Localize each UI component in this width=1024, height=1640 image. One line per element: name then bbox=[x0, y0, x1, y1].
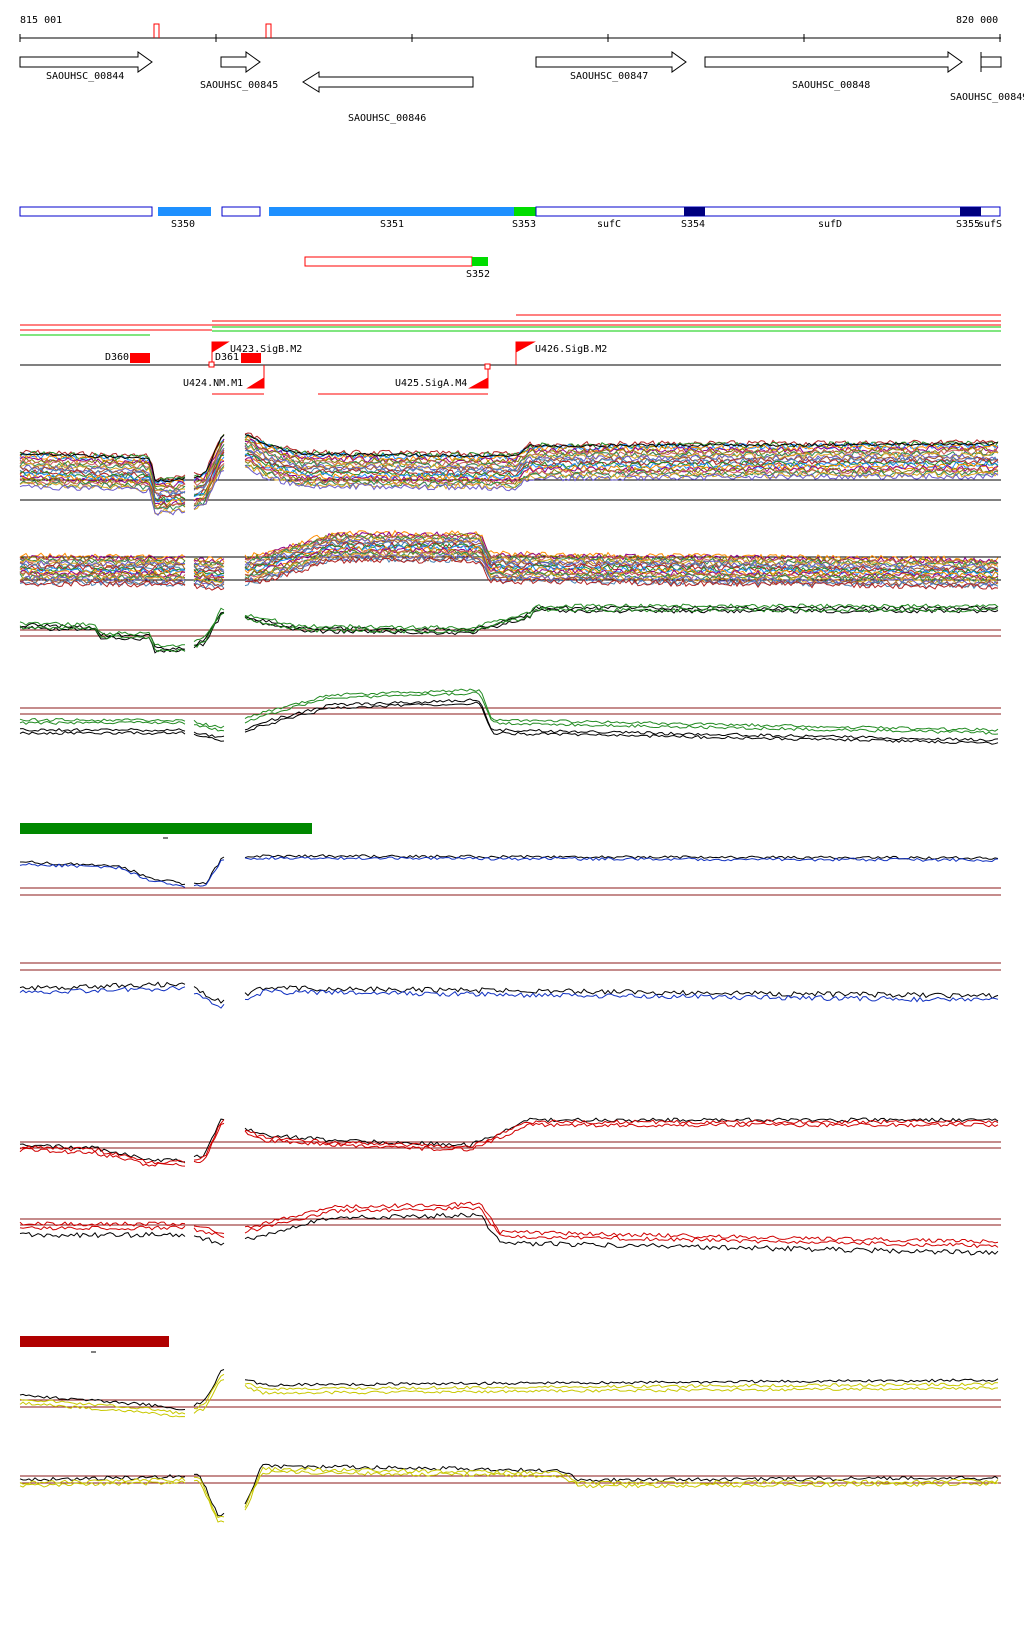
expression-trace bbox=[19, 557, 999, 591]
gene-arrow-00845[interactable] bbox=[220, 51, 261, 73]
feature-label-U426: U426.SigB.M2 bbox=[535, 344, 607, 355]
expression-trace-green bbox=[19, 607, 999, 653]
ruler-start-label: 815 001 bbox=[20, 15, 62, 26]
expression-trace-yellow bbox=[19, 1469, 999, 1523]
gene-track: SAOUHSC_00844 SAOUHSC_00845 SAOUHSC_0084… bbox=[19, 51, 1024, 124]
ruler-marker bbox=[265, 23, 272, 38]
expression-trace-red bbox=[19, 1206, 999, 1249]
gene-arrow-00846[interactable] bbox=[302, 71, 474, 93]
segment-S352[interactable] bbox=[472, 257, 488, 266]
feature-track: D360 D361 U423.SigB.M2 U424.NM.M1 U425.S… bbox=[20, 314, 1001, 395]
promoter-U424[interactable] bbox=[246, 365, 265, 389]
segment-S353[interactable] bbox=[514, 207, 536, 216]
condition-bar-green bbox=[20, 823, 312, 834]
expression-trace-yellow bbox=[19, 1373, 999, 1415]
feature-D360[interactable] bbox=[130, 353, 150, 363]
promoter-U425-marker bbox=[484, 363, 491, 370]
coordinate-ruler: 815 001 820 000 bbox=[19, 15, 1001, 42]
segment-label-S350: S350 bbox=[171, 219, 195, 230]
expression-trace bbox=[19, 434, 999, 483]
segment-S354[interactable] bbox=[684, 207, 705, 216]
segment-label-S351: S351 bbox=[380, 219, 404, 230]
gene-arrow-00849[interactable] bbox=[980, 56, 1002, 68]
expression-trace-red bbox=[19, 1122, 999, 1167]
ruler-marker bbox=[153, 23, 160, 38]
segment-label-sufC: sufC bbox=[597, 219, 621, 230]
expression-trace-black bbox=[19, 698, 999, 742]
condition-bar-red bbox=[20, 1336, 169, 1347]
segment-label-sufD: sufD bbox=[818, 219, 842, 230]
expression-trace-red bbox=[19, 1201, 999, 1244]
expression-trace-black bbox=[19, 701, 999, 745]
segment-label-S352: S352 bbox=[466, 269, 490, 280]
feature-label-D361: D361 bbox=[215, 352, 239, 363]
segment-box[interactable] bbox=[221, 206, 261, 217]
gene-label-00848: SAOUHSC_00848 bbox=[792, 80, 870, 91]
expression-trace-yellow bbox=[19, 1466, 999, 1519]
expression-trace-black bbox=[19, 1212, 999, 1256]
expression-trace-black bbox=[20, 854, 999, 886]
gene-label-00847: SAOUHSC_00847 bbox=[570, 71, 648, 82]
expression-trace bbox=[19, 531, 999, 566]
expression-trace-blue bbox=[19, 855, 999, 888]
segment-S350[interactable] bbox=[158, 207, 211, 216]
expression-trace-black bbox=[19, 1117, 999, 1163]
gene-arrow-00847[interactable] bbox=[535, 51, 687, 73]
expression-trace-green bbox=[19, 688, 999, 732]
expression-trace-black bbox=[19, 981, 999, 1004]
feature-D361[interactable] bbox=[241, 353, 261, 363]
expression-trace-black bbox=[20, 605, 999, 651]
promoter-U426[interactable] bbox=[515, 341, 536, 365]
expression-trace-black bbox=[19, 1369, 999, 1411]
feature-label-U423: U423.SigB.M2 bbox=[230, 344, 302, 355]
gene-label-00846: SAOUHSC_00846 bbox=[348, 113, 426, 124]
promoter-U423[interactable] bbox=[211, 341, 230, 365]
expression-panels bbox=[19, 432, 1001, 1523]
ruler-end-label: 820 000 bbox=[956, 15, 998, 26]
gene-arrow-00848[interactable] bbox=[704, 51, 963, 73]
gene-arrow-00844[interactable] bbox=[19, 51, 153, 73]
gene-label-00844: SAOUHSC_00844 bbox=[46, 71, 124, 82]
segment-track: S350 S351 S353 sufC S354 sufD S355 sufS … bbox=[19, 206, 1002, 280]
segment-label-S355: S355 bbox=[956, 219, 980, 230]
feature-label-D360: D360 bbox=[105, 352, 129, 363]
segment-S351[interactable] bbox=[269, 207, 514, 216]
expression-trace-blue bbox=[19, 985, 999, 1009]
expression-trace-green bbox=[19, 691, 999, 735]
segment-outline-red[interactable] bbox=[304, 256, 473, 267]
segment-S355[interactable] bbox=[960, 207, 981, 216]
expression-trace-red bbox=[19, 1119, 999, 1165]
expression-trace-green bbox=[19, 603, 999, 648]
gene-label-00849: SAOUHSC_00849 bbox=[950, 92, 1024, 103]
segment-sufC-sufD[interactable] bbox=[535, 206, 1001, 217]
expression-trace bbox=[19, 464, 999, 516]
segment-box[interactable] bbox=[19, 206, 153, 217]
feature-label-U424: U424.NM.M1 bbox=[183, 378, 243, 389]
segment-label-S354: S354 bbox=[681, 219, 705, 230]
expression-trace-yellow bbox=[19, 1379, 999, 1418]
segment-label-sufS: sufS bbox=[978, 219, 1002, 230]
gene-label-00845: SAOUHSC_00845 bbox=[200, 80, 278, 91]
promoter-U423-marker bbox=[208, 361, 215, 368]
feature-label-U425: U425.SigA.M4 bbox=[395, 378, 467, 389]
promoter-U425[interactable] bbox=[468, 365, 489, 389]
segment-label-S353: S353 bbox=[512, 219, 536, 230]
